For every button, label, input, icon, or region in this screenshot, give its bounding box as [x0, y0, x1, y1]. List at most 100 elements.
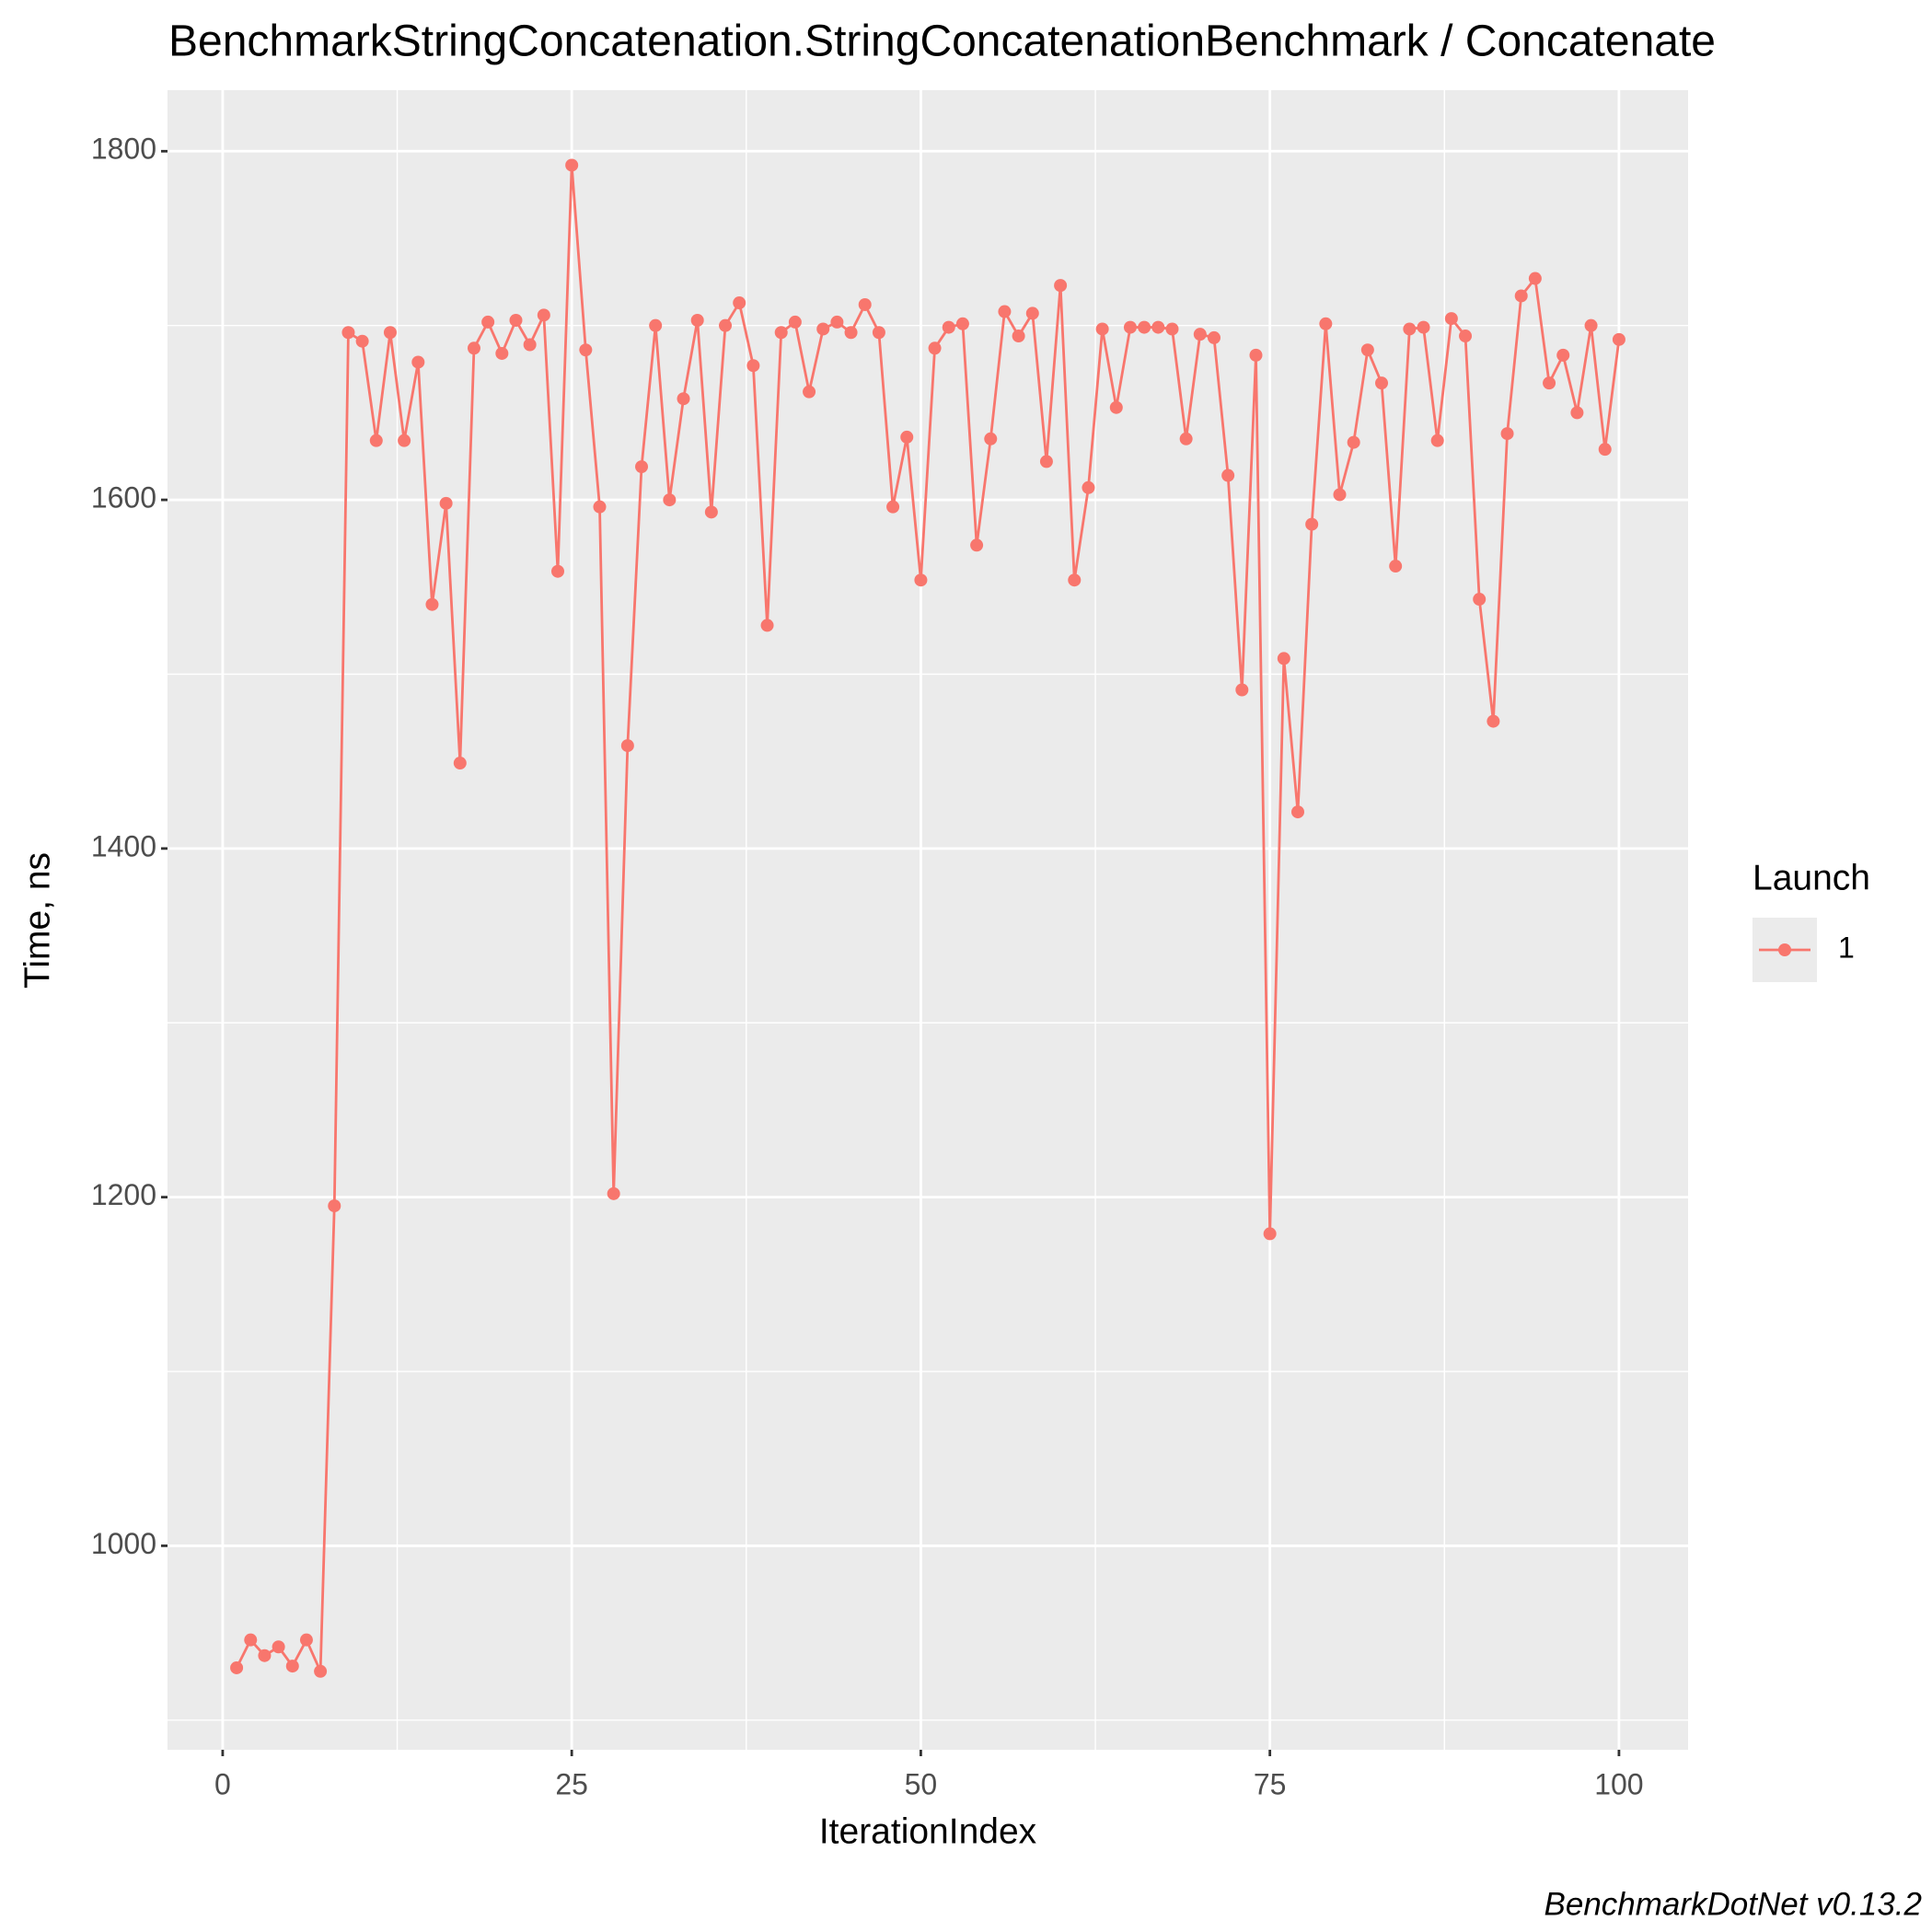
- point: [1375, 376, 1389, 390]
- point: [663, 493, 677, 507]
- point: [398, 434, 411, 447]
- point: [1360, 343, 1374, 357]
- point: [1473, 593, 1487, 607]
- y-axis-title: Time, ns: [17, 852, 57, 989]
- chart-title: BenchmarkStringConcatenation.StringConca…: [168, 17, 1716, 66]
- point: [537, 308, 550, 322]
- point: [1138, 320, 1151, 334]
- point: [1109, 400, 1123, 414]
- point: [690, 313, 704, 327]
- x-tick-label: 100: [1594, 1767, 1643, 1800]
- point: [425, 597, 439, 611]
- point: [355, 334, 369, 348]
- x-tick-label: 50: [905, 1767, 938, 1800]
- point: [1403, 322, 1417, 336]
- point: [1528, 272, 1542, 285]
- point: [928, 341, 942, 355]
- x-tick-label: 0: [214, 1767, 231, 1800]
- point: [1249, 348, 1263, 362]
- point: [509, 313, 523, 327]
- point: [1207, 330, 1221, 344]
- point: [328, 1199, 341, 1213]
- point: [1543, 376, 1556, 390]
- point: [1193, 328, 1207, 341]
- point: [1025, 307, 1039, 320]
- point: [607, 1186, 620, 1200]
- point: [955, 317, 969, 330]
- y-tick-label: 1800: [91, 133, 156, 166]
- y-tick-label: 1600: [91, 481, 156, 515]
- point: [635, 460, 649, 474]
- point: [1165, 322, 1179, 336]
- point: [1263, 1227, 1277, 1241]
- legend-marker: [1778, 943, 1791, 956]
- point: [733, 296, 746, 310]
- point: [550, 564, 564, 578]
- point: [1277, 652, 1290, 665]
- point: [914, 573, 928, 587]
- y-tick-label: 1400: [91, 829, 156, 862]
- point: [788, 315, 802, 329]
- point: [1459, 330, 1473, 343]
- x-axis-title: IterationIndex: [819, 1811, 1037, 1851]
- point: [285, 1660, 299, 1673]
- point: [984, 432, 998, 445]
- point: [942, 320, 955, 334]
- point: [816, 322, 830, 336]
- point: [1095, 322, 1109, 336]
- point: [1235, 683, 1249, 697]
- point: [1012, 330, 1025, 343]
- point: [677, 392, 690, 406]
- x-tick-label: 25: [555, 1767, 588, 1800]
- point: [481, 315, 495, 329]
- point: [774, 326, 788, 340]
- point: [244, 1633, 258, 1647]
- point: [872, 326, 885, 340]
- point: [858, 297, 872, 311]
- point: [1500, 427, 1514, 441]
- point: [1123, 320, 1137, 334]
- y-tick-label: 1200: [91, 1178, 156, 1211]
- point: [230, 1660, 244, 1674]
- y-tick-label: 1000: [91, 1527, 156, 1560]
- point: [886, 500, 900, 514]
- point: [998, 305, 1012, 318]
- point: [1430, 434, 1444, 447]
- point: [704, 505, 718, 519]
- point: [411, 355, 425, 369]
- grid: [168, 90, 1688, 1750]
- point: [341, 326, 355, 340]
- point: [258, 1649, 272, 1662]
- point: [1514, 289, 1528, 303]
- point: [369, 434, 383, 447]
- point: [746, 359, 760, 373]
- point: [523, 338, 537, 352]
- point: [467, 341, 480, 355]
- point: [1319, 317, 1333, 330]
- point: [1305, 517, 1319, 531]
- point: [620, 739, 634, 753]
- point: [1333, 488, 1347, 502]
- legend-label: 1: [1838, 931, 1855, 964]
- point: [803, 385, 816, 399]
- point: [565, 158, 579, 172]
- point: [1221, 469, 1235, 482]
- point: [760, 619, 774, 632]
- point: [1347, 435, 1360, 449]
- point: [299, 1633, 313, 1647]
- point: [1389, 560, 1403, 573]
- point: [900, 430, 914, 444]
- point: [1151, 320, 1165, 334]
- point: [1444, 312, 1458, 326]
- point: [453, 757, 467, 770]
- point: [1417, 320, 1430, 334]
- point: [830, 315, 844, 329]
- point: [1584, 318, 1598, 332]
- point: [1179, 432, 1193, 445]
- point: [439, 496, 453, 510]
- x-tick-label: 75: [1254, 1767, 1287, 1800]
- plot-area: [230, 158, 1625, 1678]
- legend-title: Launch: [1753, 858, 1870, 897]
- point: [1612, 332, 1625, 346]
